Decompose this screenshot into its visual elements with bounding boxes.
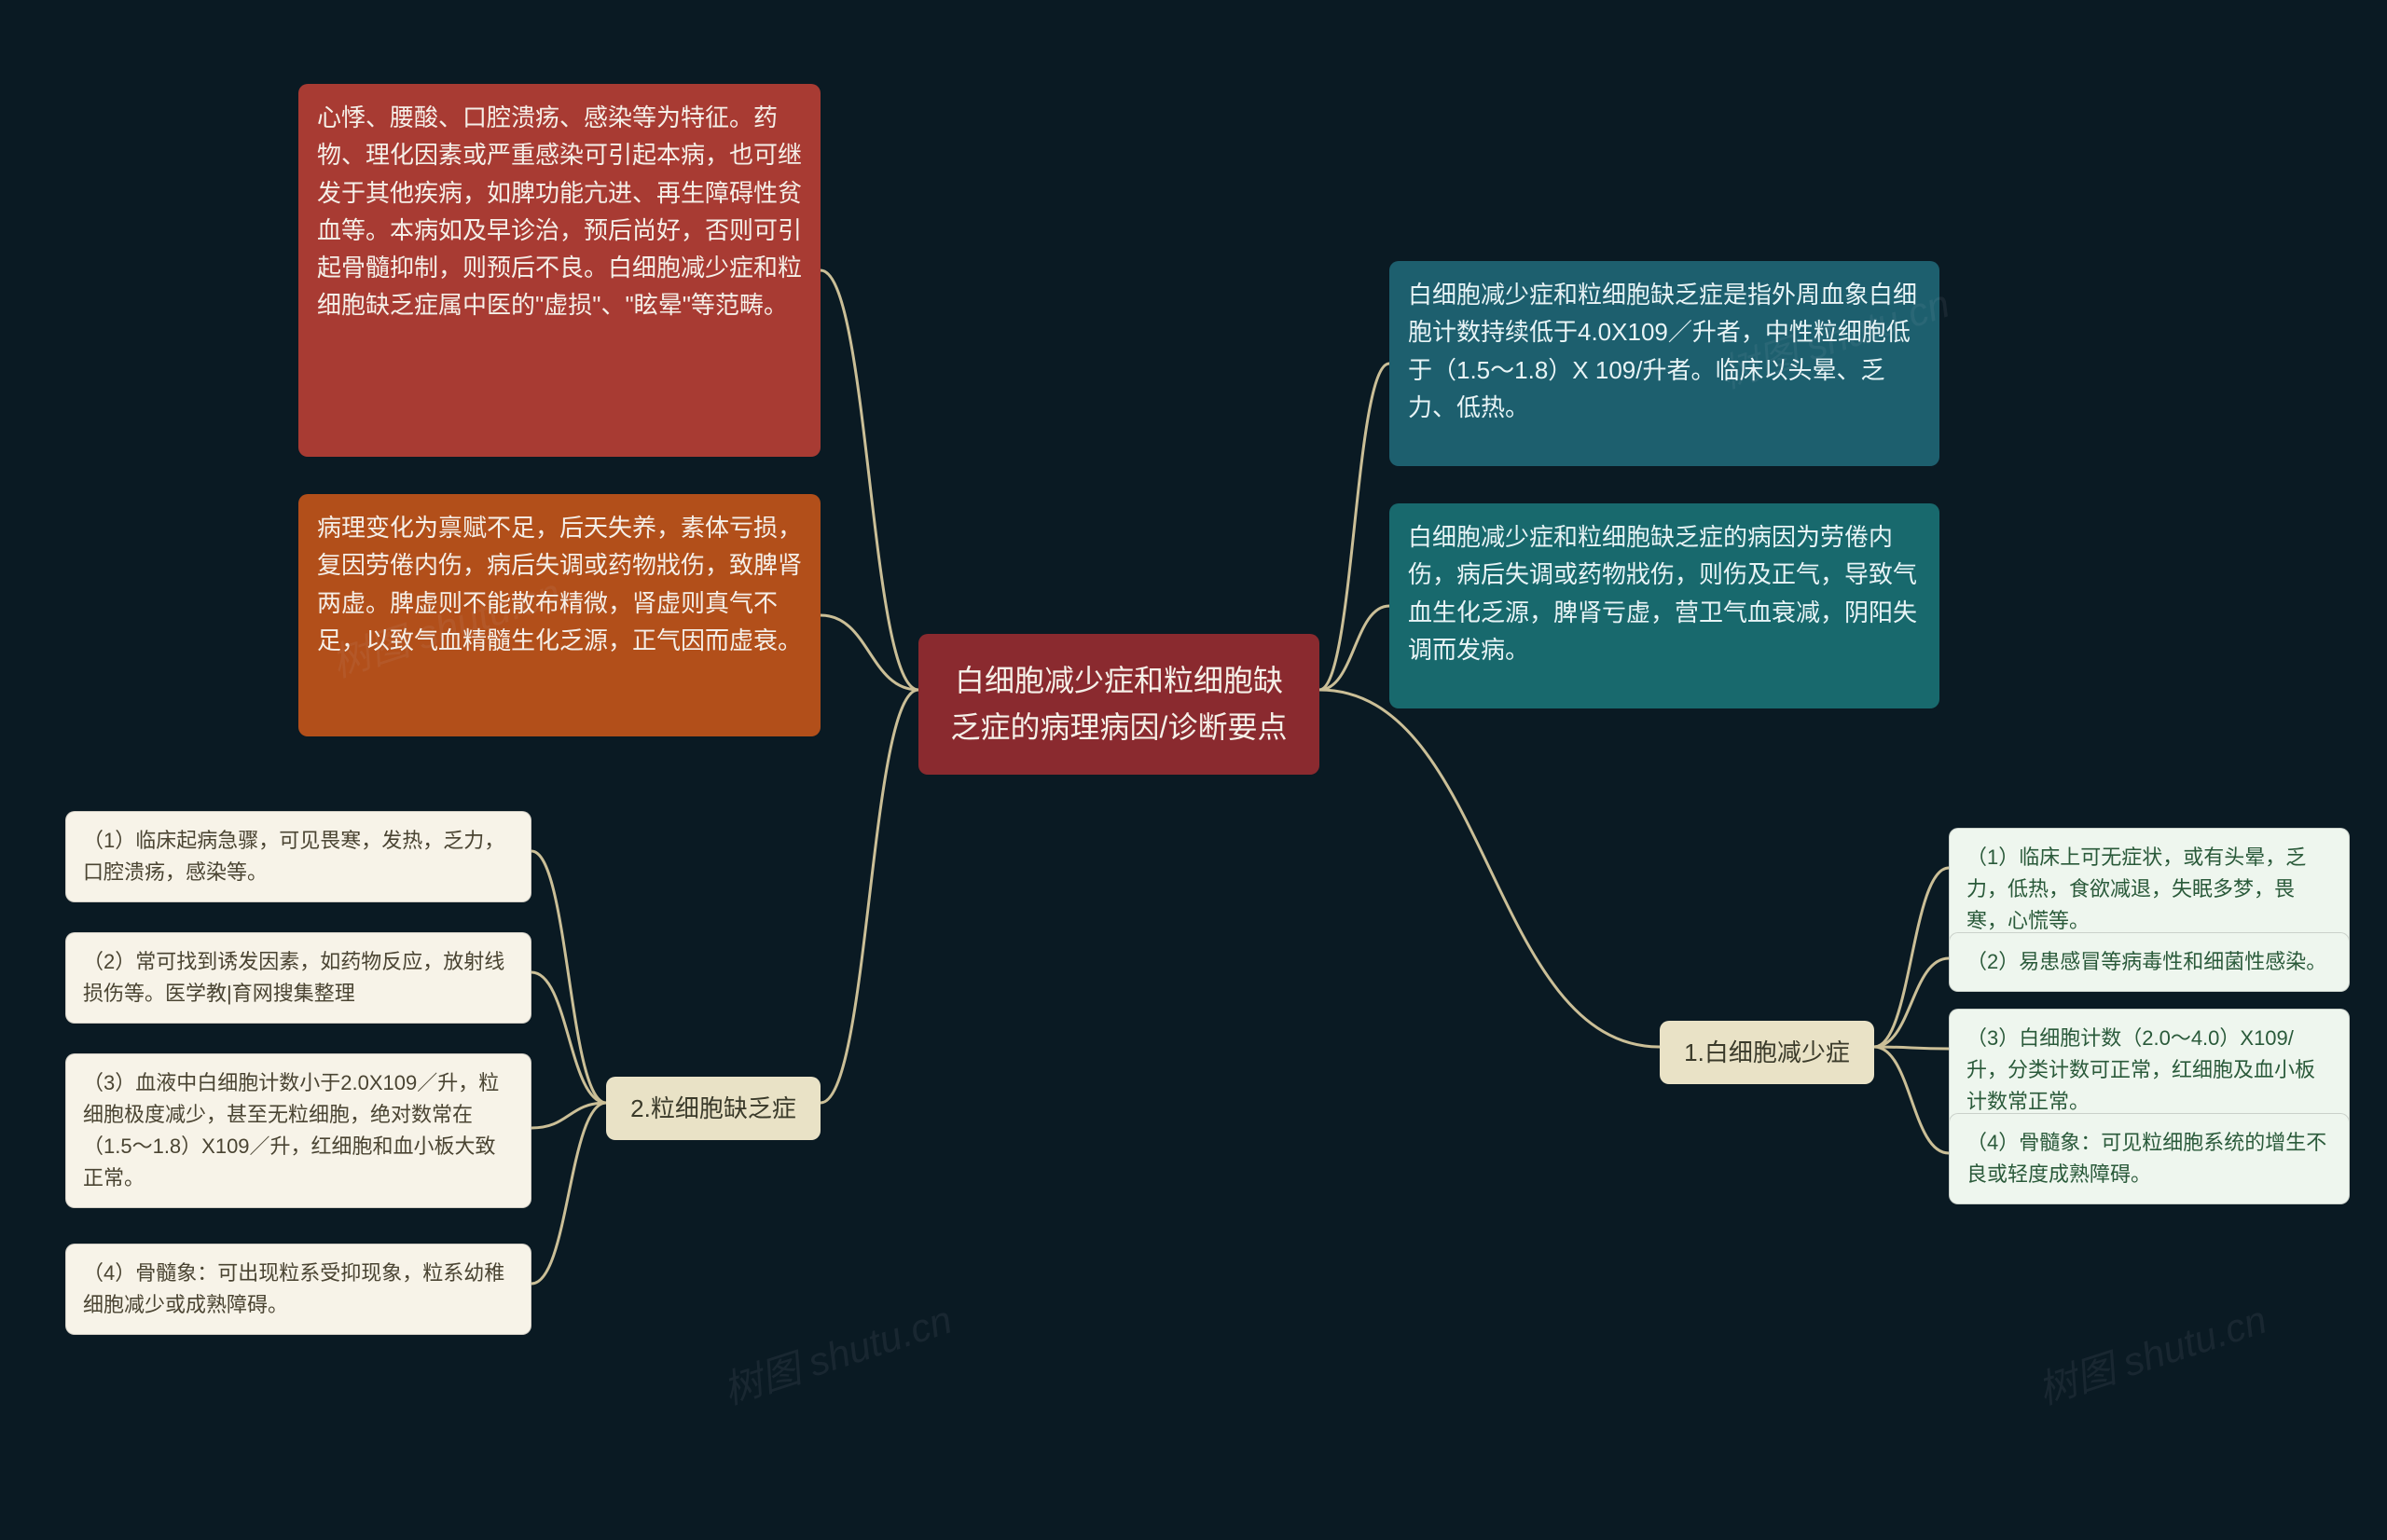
left-branch-2[interactable]: 2.粒细胞缺乏症 xyxy=(606,1077,821,1140)
left-leaf-2-3[interactable]: （4）骨髓象：可出现粒系受抑现象，粒系幼稚细胞减少或成熟障碍。 xyxy=(65,1244,531,1335)
left-leaf-2-1[interactable]: （2）常可找到诱发因素，如药物反应，放射线损伤等。医学教|育网搜集整理 xyxy=(65,932,531,1024)
left-leaf-2-2[interactable]: （3）血液中白细胞计数小于2.0X109／升，粒细胞极度减少，甚至无粒细胞，绝对… xyxy=(65,1053,531,1208)
watermark: 树图 shutu.cn xyxy=(715,1288,959,1416)
right-branch-0[interactable]: 白细胞减少症和粒细胞缺乏症是指外周血象白细胞计数持续低于4.0X109／升者，中… xyxy=(1389,261,1939,466)
right-leaf-2-3[interactable]: （4）骨髓象：可见粒细胞系统的增生不良或轻度成熟障碍。 xyxy=(1949,1113,2350,1204)
left-branch-0[interactable]: 心悸、腰酸、口腔溃疡、感染等为特征。药物、理化因素或严重感染可引起本病，也可继发… xyxy=(298,84,821,457)
right-leaf-2-1[interactable]: （2）易患感冒等病毒性和细菌性感染。 xyxy=(1949,932,2350,992)
left-leaf-2-0[interactable]: （1）临床起病急骤，可见畏寒，发热，乏力，口腔溃疡，感染等。 xyxy=(65,811,531,902)
right-branch-1[interactable]: 白细胞减少症和粒细胞缺乏症的病因为劳倦内伤，病后失调或药物戕伤，则伤及正气，导致… xyxy=(1389,503,1939,708)
mindmap-canvas: 白细胞减少症和粒细胞缺乏症的病理病因/诊断要点 白细胞减少症和粒细胞缺乏症是指外周… xyxy=(0,0,2387,1540)
left-branch-1[interactable]: 病理变化为禀赋不足，后天失养，素体亏损，复因劳倦内伤，病后失调或药物戕伤，致脾肾… xyxy=(298,494,821,736)
right-branch-2[interactable]: 1.白细胞减少症 xyxy=(1660,1021,1874,1084)
center-node[interactable]: 白细胞减少症和粒细胞缺乏症的病理病因/诊断要点 xyxy=(918,634,1319,775)
watermark: 树图 shutu.cn xyxy=(2030,1288,2273,1416)
